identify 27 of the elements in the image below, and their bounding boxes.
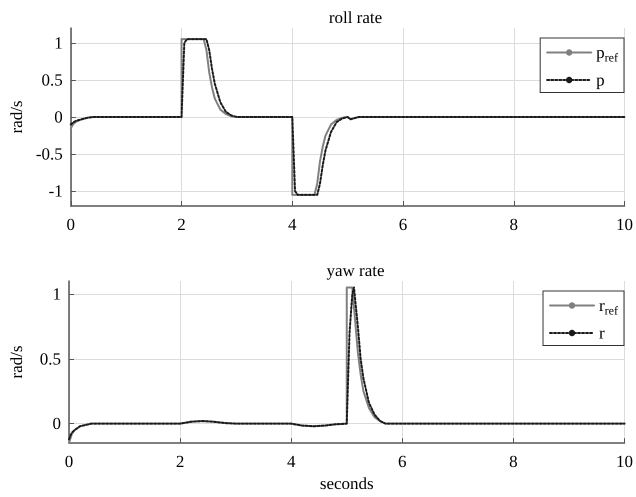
x-tick-label: 10	[616, 215, 633, 234]
x-tick-label: 6	[398, 452, 407, 472]
y-axis-title: rad/s	[7, 100, 26, 134]
chart-title: roll rate	[328, 8, 382, 27]
y-tick-label: -1	[48, 182, 63, 201]
legend-label: r	[599, 324, 606, 342]
x-tick-label: 6	[398, 215, 408, 234]
x-tick-label: 2	[176, 452, 184, 472]
x-tick-label: 8	[510, 215, 518, 234]
y-tick-label: 0	[54, 108, 63, 126]
x-tick-label: 10	[616, 452, 633, 472]
x-tick-label: 4	[286, 452, 296, 472]
x-tick-label: 2	[177, 215, 186, 234]
x-tick-label: 8	[509, 452, 518, 472]
y-tick-label: -0.5	[36, 144, 63, 164]
line-series	[70, 38, 626, 196]
chart-title: yaw rate	[326, 261, 385, 280]
y-tick-label: 1	[54, 33, 63, 52]
x-axis-title: seconds	[320, 474, 374, 493]
y-tick-label: 0	[52, 414, 61, 434]
x-tick-label: 0	[66, 215, 76, 234]
x-tick-label: 4	[288, 215, 298, 234]
y-tick-label: 1	[52, 284, 61, 304]
y-tick-label: 0.5	[40, 349, 61, 368]
y-axis-title: rad/s	[7, 346, 26, 379]
legend-label: p	[596, 70, 605, 90]
y-tick-label: 0.5	[42, 70, 63, 90]
